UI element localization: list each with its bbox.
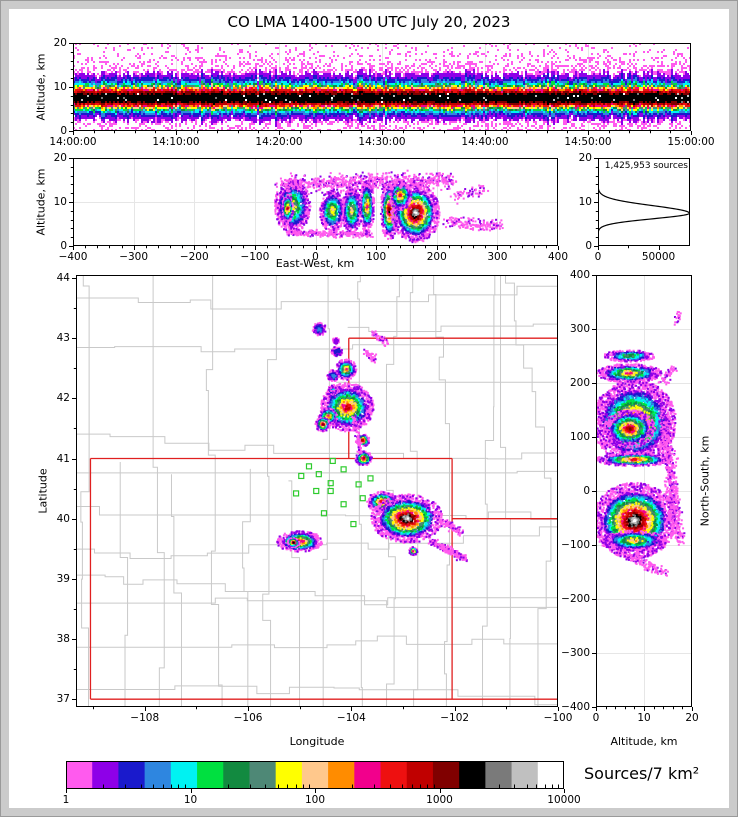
time-height-ytick-label: 20	[53, 37, 67, 49]
north-south-canvas	[588, 267, 700, 715]
north-south-ytick-label: −300	[561, 647, 590, 659]
time-height-ytick-label: 10	[53, 81, 67, 93]
plan-view-map-xtick-label: −102	[440, 712, 470, 724]
plan-view-map-xtick-label: −104	[336, 712, 366, 724]
plan-view-map-xtick-label: −100	[543, 712, 573, 724]
east-west-ytick-label: 20	[53, 152, 67, 164]
east-west-xtick-label: −200	[179, 251, 209, 263]
north-south-panel-xlabel: Altitude, km	[610, 735, 678, 748]
north-south-xtick-label: 0	[592, 712, 600, 724]
east-west-xtick-label: 0	[312, 251, 319, 263]
time-height-xtick-label: 14:10:00	[152, 136, 200, 148]
north-south-ytick-label: 300	[569, 323, 590, 335]
chart-title: CO LMA 1400-1500 UTC July 20, 2023	[227, 13, 511, 31]
time-height-xtick-label: 14:00:00	[49, 136, 97, 148]
north-south-ytick-label: −400	[561, 701, 590, 713]
east-west-xtick-label: −100	[240, 251, 270, 263]
east-west-xtick-label: −400	[58, 251, 88, 263]
plan-view-map-ytick-label: 44	[56, 272, 70, 284]
altitude-histogram-ytick-label: 20	[578, 152, 592, 164]
colorbar-canvas	[58, 753, 572, 797]
north-south-panel-ylabel: North-South, km	[698, 435, 712, 527]
plan-view-map-canvas	[68, 267, 566, 715]
time-height-ytick-label: 0	[60, 125, 67, 137]
plan-view-map-xtick-label: −106	[233, 712, 263, 724]
time-height-xtick-label: 14:20:00	[255, 136, 303, 148]
colorbar-xtick-label: 10000	[547, 794, 581, 806]
plan-view-map-ytick-label: 41	[56, 452, 70, 465]
colorbar-xtick-label: 1	[62, 794, 70, 806]
plan-view-map-xtick-label: −108	[130, 712, 160, 724]
east-west-xtick-label: −300	[119, 251, 149, 263]
north-south-ytick-label: 400	[569, 269, 590, 281]
time-height-xtick-label: 15:00:00	[667, 136, 715, 148]
altitude-histogram-xtick-label: 50000	[641, 251, 676, 263]
map-xlabel: Longitude	[289, 735, 345, 748]
east-west-panel-xlabel: East-West, km	[275, 257, 355, 270]
north-south-ytick-label: 200	[569, 377, 590, 389]
time-height-xtick-label: 14:50:00	[564, 136, 612, 148]
altitude-histogram-xtick-label: 0	[594, 251, 602, 263]
east-west-ytick-label: 0	[60, 240, 67, 252]
time-height-xtick-label: 14:30:00	[358, 136, 406, 148]
plan-view-map-ytick-label: 43	[56, 332, 70, 345]
east-west-xtick-label: 100	[366, 251, 387, 263]
colorbar-xtick-label: 100	[304, 794, 326, 806]
north-south-xtick-label: 10	[637, 712, 651, 724]
colorbar-xtick-label: 10	[183, 794, 198, 806]
north-south-ytick-label: −200	[561, 593, 590, 605]
east-west-xtick-label: 400	[547, 251, 569, 263]
colorbar-label: Sources/7 km²	[584, 764, 700, 783]
plan-view-map-ytick-label: 40	[56, 512, 70, 525]
altitude-histogram-canvas	[590, 150, 698, 254]
plan-view-map-ytick-label: 42	[56, 392, 70, 405]
total-sources-annotation: 1,425,953 sources	[604, 161, 688, 171]
north-south-ytick-label: 0	[583, 485, 590, 497]
map-ylabel: Latitude	[36, 468, 50, 514]
altitude-histogram-ytick-label: 0	[585, 240, 592, 252]
plan-view-map-ytick-label: 38	[56, 633, 70, 645]
east-west-xtick-label: 300	[487, 251, 508, 263]
north-south-xtick-label: 20	[685, 712, 699, 724]
plan-view-map-ytick-label: 37	[56, 693, 70, 706]
east-west-canvas	[65, 150, 566, 254]
colorbar-xtick-label: 1000	[426, 794, 453, 806]
north-south-ytick-label: 100	[569, 431, 590, 443]
time-height-xtick-label: 14:40:00	[461, 136, 509, 148]
altitude-histogram-ytick-label: 10	[578, 196, 592, 208]
east-west-xtick-label: 200	[426, 251, 447, 263]
east-west-ytick-label: 10	[53, 196, 67, 208]
north-south-ytick-label: −100	[561, 539, 590, 551]
plan-view-map-ytick-label: 39	[56, 572, 70, 585]
time-height-canvas	[65, 35, 699, 139]
